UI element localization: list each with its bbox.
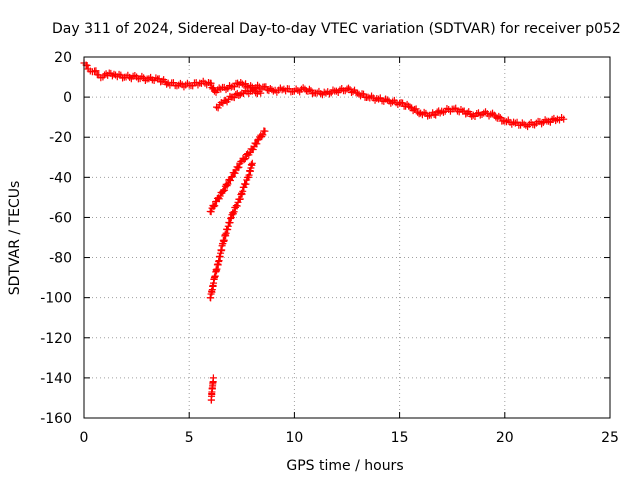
data-point-marker — [233, 202, 241, 210]
x-tick-label: 15 — [391, 430, 409, 446]
data-point-marker — [399, 99, 407, 107]
y-tick-label: -120 — [40, 331, 72, 347]
data-point-marker — [224, 222, 232, 230]
data-point-marker — [240, 156, 248, 164]
data-point-marker — [92, 67, 100, 75]
data-point-marker — [209, 374, 217, 382]
data-points — [80, 59, 568, 404]
data-point-marker — [250, 86, 258, 94]
data-point-marker — [496, 114, 504, 122]
x-tick-label: 10 — [285, 430, 303, 446]
series-low-fragment — [207, 374, 217, 404]
data-point-marker — [219, 187, 227, 195]
y-tick-label: -140 — [40, 371, 72, 387]
x-tick-label: 0 — [80, 430, 89, 446]
data-point-marker — [207, 79, 215, 87]
data-point-marker — [253, 140, 261, 148]
axis-ticks: 0 5 10 15 20 25 20 0 -20 -40 -60 -80 -100 -120 -140 -16… — [40, 50, 619, 446]
data-point-marker — [227, 214, 235, 222]
series-rising-arc-B — [206, 127, 269, 216]
data-point-marker — [229, 209, 237, 217]
data-point-marker — [432, 111, 440, 119]
data-point-marker — [261, 127, 269, 135]
data-point-marker — [230, 94, 238, 102]
data-point-marker — [214, 104, 222, 112]
data-point-marker — [345, 84, 353, 92]
data-point-marker — [305, 85, 313, 93]
data-point-marker — [240, 81, 248, 89]
data-point-marker — [360, 90, 368, 98]
data-point-marker — [226, 219, 234, 227]
y-axis-label: SDTVAR / TECUs — [7, 181, 23, 296]
data-point-marker — [133, 73, 141, 81]
y-tick-label: -80 — [49, 251, 72, 267]
data-point-marker — [224, 225, 232, 233]
data-point-marker — [414, 108, 422, 116]
data-point-marker — [415, 110, 423, 118]
data-point-marker — [313, 89, 321, 97]
data-point-marker — [223, 182, 231, 190]
data-point-marker — [230, 83, 238, 91]
y-tick-label: -100 — [40, 291, 72, 307]
data-point-marker — [262, 83, 270, 91]
data-point-marker — [231, 169, 239, 177]
data-point-marker — [211, 202, 219, 210]
y-tick-label: -40 — [49, 170, 72, 186]
data-point-marker — [235, 163, 243, 171]
data-point-marker — [226, 176, 234, 184]
data-point-marker — [230, 208, 238, 216]
data-point-marker — [224, 180, 232, 188]
data-point-marker — [158, 77, 166, 85]
series-rising-arc-C — [206, 159, 256, 302]
data-point-marker — [236, 91, 244, 99]
y-tick-label: -160 — [40, 411, 72, 427]
series-rising-arc-A — [213, 86, 265, 112]
data-point-marker — [239, 187, 247, 195]
data-point-marker — [221, 186, 229, 194]
data-point-marker — [227, 173, 235, 181]
data-point-marker — [210, 203, 218, 211]
data-point-marker — [248, 159, 256, 167]
chart-title: Day 311 of 2024, Sidereal Day-to-day VTE… — [52, 21, 621, 37]
data-point-marker — [433, 108, 441, 116]
y-tick-label: 0 — [63, 90, 72, 106]
data-point-marker — [234, 79, 242, 87]
data-point-marker — [495, 112, 503, 120]
x-tick-label: 25 — [601, 430, 619, 446]
data-point-marker — [108, 72, 116, 80]
data-point-marker — [259, 131, 267, 139]
data-point-marker — [210, 87, 218, 95]
data-point-marker — [241, 155, 249, 163]
data-point-marker — [236, 195, 244, 203]
plot-frame — [83, 56, 611, 419]
data-point-marker — [207, 208, 215, 216]
data-point-marker — [412, 105, 420, 113]
data-point-marker — [257, 89, 265, 97]
data-point-marker — [83, 62, 91, 70]
data-point-marker — [560, 115, 568, 123]
x-tick-label: 5 — [185, 430, 194, 446]
y-tick-label: 20 — [54, 50, 72, 66]
y-tick-label: -60 — [49, 210, 72, 226]
y-tick-label: -20 — [49, 130, 72, 146]
series-main-trace — [80, 59, 568, 131]
data-point-marker — [163, 80, 171, 88]
data-point-marker — [349, 88, 357, 96]
data-point-marker — [406, 103, 414, 111]
grid-lines — [84, 57, 610, 418]
data-point-marker — [242, 180, 250, 188]
x-tick-label: 20 — [496, 430, 514, 446]
x-axis-label: GPS time / hours — [286, 458, 403, 474]
data-point-marker — [268, 86, 276, 94]
data-point-marker — [131, 72, 139, 80]
data-point-marker — [258, 133, 266, 141]
data-point-marker — [255, 87, 263, 95]
data-point-marker — [463, 109, 471, 117]
